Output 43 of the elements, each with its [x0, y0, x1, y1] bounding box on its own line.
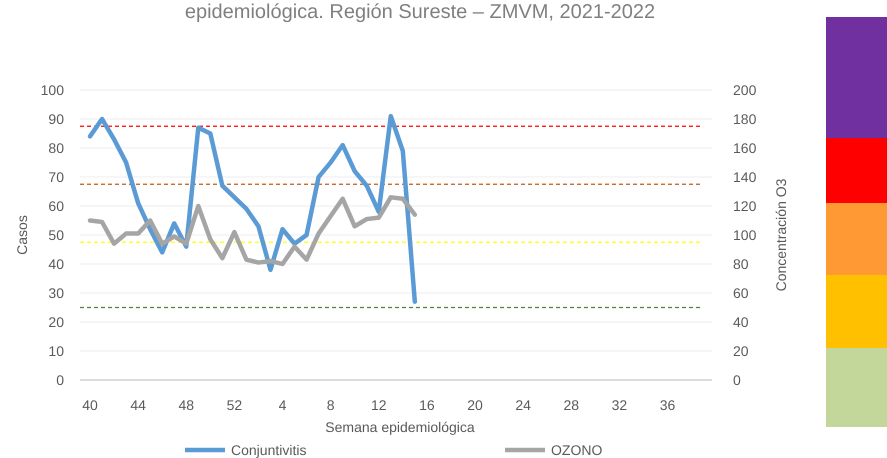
y-tick-label: 30 — [48, 285, 64, 301]
y2-tick-label: 160 — [733, 140, 757, 156]
y-tick-label: 20 — [48, 314, 64, 330]
y-tick-label: 70 — [48, 169, 64, 185]
x-tick-label: 16 — [419, 397, 435, 413]
x-tick-label: 32 — [612, 397, 628, 413]
x-tick-label: 52 — [226, 397, 242, 413]
x-tick-label: 20 — [467, 397, 483, 413]
y-tick-label: 10 — [48, 343, 64, 359]
x-tick-label: 36 — [660, 397, 676, 413]
x-tick-label: 4 — [278, 397, 287, 413]
y-tick-label: 80 — [48, 140, 64, 156]
line-series — [88, 114, 418, 304]
x-tick-label: 28 — [563, 397, 580, 413]
legend-label: Conjuntivitis — [231, 442, 306, 458]
y2-tick-label: 80 — [733, 256, 749, 272]
y2-tick-label: 120 — [733, 198, 757, 214]
x-tick-label: 24 — [515, 397, 532, 413]
y2-tick-label: 40 — [733, 314, 749, 330]
y-tick-label: 40 — [48, 256, 64, 272]
x-tick-label: 8 — [326, 397, 335, 413]
line-series — [88, 195, 418, 266]
y-tick-label: 100 — [40, 82, 64, 98]
y2-tick-label: 100 — [733, 227, 757, 243]
y-axis-title: Casos — [14, 215, 30, 255]
y2-axis-title: Concentración O3 — [773, 178, 789, 292]
x-tick-label: 12 — [370, 397, 387, 413]
y-tick-label: 50 — [48, 227, 64, 243]
y2-tick-label: 180 — [733, 111, 757, 127]
y-tick-label: 90 — [48, 111, 64, 127]
chart-title: epidemiológica. Región Sureste – ZMVM, 2021-2022 — [184, 1, 656, 23]
y2-tick-label: 140 — [733, 169, 757, 185]
x-tick-label: 44 — [130, 397, 146, 413]
y-tick-label: 0 — [56, 372, 64, 388]
y2-tick-label: 60 — [733, 285, 749, 301]
x-axis-title: Semana epidemiológica — [325, 419, 475, 435]
y2-tick-label: 20 — [733, 343, 749, 359]
y-tick-label: 60 — [48, 198, 64, 214]
x-tick-label: 48 — [178, 397, 194, 413]
x-tick-label: 40 — [82, 397, 98, 413]
legend-label: OZONO — [551, 442, 602, 458]
y2-tick-label: 200 — [733, 82, 757, 98]
y2-tick-label: 0 — [733, 372, 741, 388]
